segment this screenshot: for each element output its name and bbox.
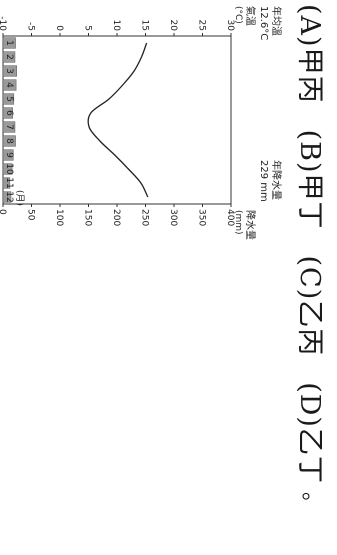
month-label: 6 — [4, 110, 14, 116]
left-tick-label: -10 — [0, 16, 7, 31]
precip-bar — [2, 65, 17, 77]
option-a: (A)甲丙 — [294, 4, 326, 104]
month-label: 7 — [4, 124, 14, 130]
precip-bar — [2, 37, 16, 49]
month-unit: (月) — [14, 190, 25, 206]
precip-bar — [2, 79, 17, 91]
right-axis-unit: (mm) — [233, 210, 243, 235]
month-label: 1 — [4, 40, 14, 46]
left-tick-label: -5 — [26, 22, 36, 31]
plot-frame — [2, 35, 232, 205]
right-axis-ticks: 0 50 100 150 200 250 300 350 400 — [0, 204, 235, 226]
month-label: 3 — [4, 68, 14, 74]
annual-precip-value: 229 mm — [258, 160, 269, 202]
left-tick-label: 30 — [225, 20, 235, 32]
precip-bar — [2, 121, 16, 133]
right-tick-label: 300 — [168, 209, 178, 226]
right-tick-label: 250 — [140, 209, 150, 226]
month-label: 4 — [4, 82, 14, 88]
option-b: (B)甲丁 — [294, 129, 326, 230]
month-label: 12 — [4, 191, 14, 202]
month-label: 10 — [4, 163, 14, 175]
left-axis-title: 氣溫 — [244, 6, 257, 26]
precip-bar — [2, 149, 14, 161]
option-tail: 。 — [298, 491, 323, 515]
answer-options: (A)甲丙 (B)甲丁 (C)乙丙 (D)乙丁 。 — [291, 4, 335, 552]
month-label: 11 — [4, 177, 14, 188]
precip-bar — [2, 135, 16, 147]
temperature-line — [87, 42, 149, 198]
precip-bar — [2, 51, 16, 63]
month-label: 9 — [4, 152, 14, 158]
option-d: (D)乙丁 — [294, 382, 326, 484]
annual-temp-value: 12.6°C — [258, 6, 269, 40]
right-tick-label: 100 — [54, 209, 64, 226]
annual-temp-label: 年均溫 — [270, 6, 283, 36]
right-tick-label: 350 — [197, 209, 207, 226]
precip-bars — [2, 37, 17, 203]
left-axis-unit: (°C) — [233, 6, 243, 24]
right-tick-label: 0 — [0, 209, 7, 215]
precip-bar — [2, 177, 11, 189]
left-tick-label: 20 — [168, 20, 178, 32]
right-axis-title: 降水量 — [244, 210, 257, 240]
left-tick-label: 5 — [83, 25, 93, 31]
left-tick-label: 25 — [197, 20, 207, 31]
annual-precip-label: 年降水量 — [270, 160, 283, 200]
right-tick-label: 50 — [26, 209, 36, 221]
left-axis-ticks: -10 -5 0 5 10 15 20 25 30 — [0, 16, 235, 36]
precip-bar — [2, 93, 15, 105]
precip-bar — [2, 107, 13, 119]
climate-chart: 年均溫 12.6°C 年降水量 229 mm 氣溫 (°C) 降水量 (mm) … — [0, 6, 283, 240]
month-label: 2 — [4, 54, 14, 60]
month-label: 5 — [4, 96, 14, 102]
left-tick-label: 0 — [54, 25, 64, 31]
precip-bar — [2, 163, 13, 175]
left-tick-label: 15 — [140, 20, 150, 31]
right-tick-label: 200 — [111, 209, 121, 226]
right-tick-label: 150 — [83, 209, 93, 226]
precip-bar — [2, 191, 12, 203]
month-label: 8 — [4, 138, 14, 144]
left-tick-label: 10 — [111, 20, 121, 32]
option-c: (C)乙丙 — [294, 255, 326, 357]
right-tick-label: 400 — [225, 209, 235, 226]
